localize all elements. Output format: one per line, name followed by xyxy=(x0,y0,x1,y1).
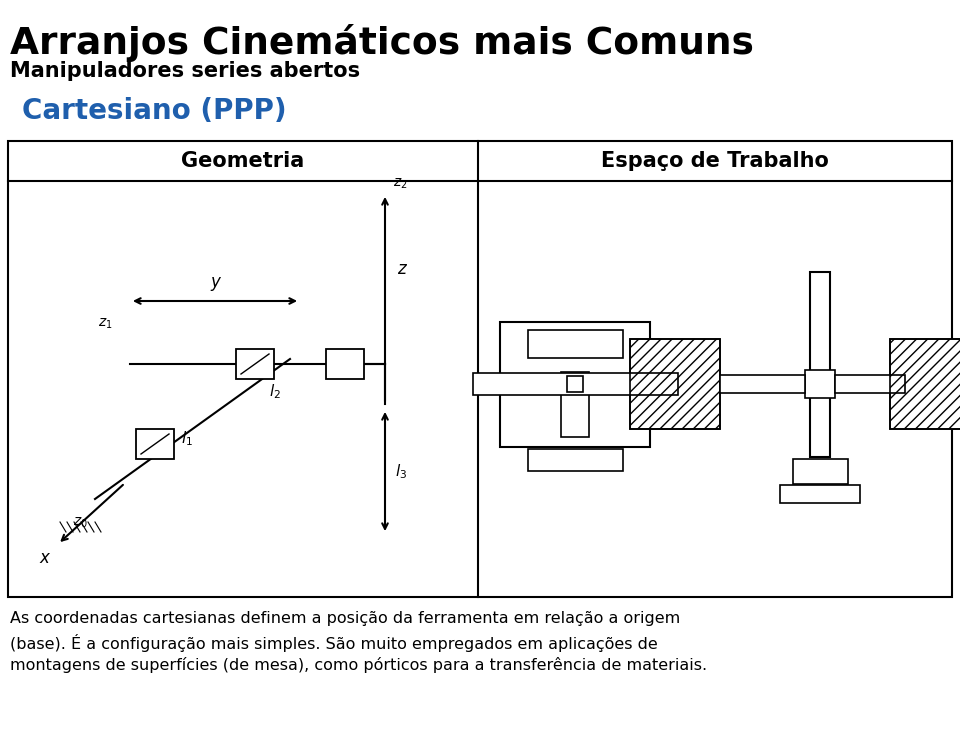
Text: $z_1$: $z_1$ xyxy=(98,317,112,331)
Bar xyxy=(527,449,622,470)
Text: $l_3$: $l_3$ xyxy=(395,462,407,481)
Bar xyxy=(236,349,274,379)
Bar xyxy=(890,339,960,429)
Text: As coordenadas cartesianas definem a posição da ferramenta em relação a origem: As coordenadas cartesianas definem a pos… xyxy=(10,611,681,626)
Text: y: y xyxy=(210,273,220,291)
Bar xyxy=(720,375,805,393)
Bar xyxy=(567,376,583,392)
Text: z: z xyxy=(397,260,406,278)
Text: Geometria: Geometria xyxy=(181,151,304,171)
Bar xyxy=(890,339,960,429)
Bar xyxy=(562,358,584,426)
Text: Espaço de Trabalho: Espaço de Trabalho xyxy=(601,151,828,171)
Bar xyxy=(527,330,622,357)
Bar xyxy=(472,373,678,395)
Bar xyxy=(326,349,364,379)
Text: Manipuladores series abertos: Manipuladores series abertos xyxy=(10,61,360,81)
Bar xyxy=(630,339,720,429)
Text: x: x xyxy=(39,549,49,567)
Bar xyxy=(561,372,589,437)
Bar xyxy=(805,370,835,398)
Bar xyxy=(630,339,720,429)
Bar xyxy=(527,334,617,356)
Bar xyxy=(810,271,830,456)
Text: Arranjos Cinemáticos mais Comuns: Arranjos Cinemáticos mais Comuns xyxy=(10,24,754,62)
Text: $l_1$: $l_1$ xyxy=(181,430,193,449)
Text: (base). É a configuração mais simples. São muito empregados em aplicações de: (base). É a configuração mais simples. S… xyxy=(10,634,658,652)
Text: montagens de superfícies (de mesa), como pórticos para a transferência de materi: montagens de superfícies (de mesa), como… xyxy=(10,657,708,673)
Bar xyxy=(564,372,582,390)
Text: $l_2$: $l_2$ xyxy=(269,382,281,401)
Bar xyxy=(492,371,687,391)
Bar xyxy=(793,458,848,484)
Bar xyxy=(780,485,860,503)
Bar xyxy=(487,184,947,594)
Bar xyxy=(136,429,174,459)
Bar xyxy=(517,326,662,436)
Text: $z_0$: $z_0$ xyxy=(73,516,87,530)
Bar xyxy=(653,341,728,421)
Bar xyxy=(500,321,650,446)
Bar xyxy=(835,375,905,393)
Text: $z_2$: $z_2$ xyxy=(393,177,408,191)
Text: Cartesiano (PPP): Cartesiano (PPP) xyxy=(22,97,287,125)
Bar xyxy=(8,141,952,597)
